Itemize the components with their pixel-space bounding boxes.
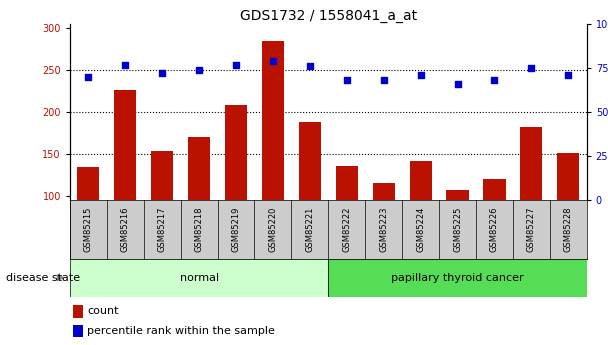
Point xyxy=(342,78,351,83)
Bar xyxy=(151,151,173,200)
Text: GSM85225: GSM85225 xyxy=(453,207,462,252)
Text: GSM85227: GSM85227 xyxy=(527,207,536,252)
Text: GSM85221: GSM85221 xyxy=(305,207,314,252)
Point xyxy=(416,72,426,78)
Bar xyxy=(262,41,284,200)
Text: GSM85217: GSM85217 xyxy=(157,207,167,252)
Point xyxy=(527,66,536,71)
Title: GDS1732 / 1558041_a_at: GDS1732 / 1558041_a_at xyxy=(240,9,417,23)
Text: papillary thyroid cancer: papillary thyroid cancer xyxy=(391,273,524,283)
Point xyxy=(452,81,462,87)
Bar xyxy=(557,153,579,200)
Point xyxy=(489,78,499,83)
Text: percentile rank within the sample: percentile rank within the sample xyxy=(87,326,275,336)
Text: GSM85226: GSM85226 xyxy=(490,207,499,252)
Text: GSM85223: GSM85223 xyxy=(379,207,388,252)
Bar xyxy=(188,137,210,200)
Point xyxy=(231,62,241,67)
Text: disease state: disease state xyxy=(6,273,80,283)
Bar xyxy=(225,106,247,200)
Bar xyxy=(446,190,469,200)
Text: GSM85215: GSM85215 xyxy=(84,207,93,252)
Bar xyxy=(410,161,432,200)
Bar xyxy=(520,127,542,200)
Bar xyxy=(73,305,83,317)
Bar xyxy=(328,259,587,297)
Bar xyxy=(77,167,100,200)
Text: GSM85216: GSM85216 xyxy=(121,207,130,252)
Text: count: count xyxy=(87,306,119,316)
Bar xyxy=(114,90,136,200)
Bar xyxy=(483,179,505,200)
Text: GSM85222: GSM85222 xyxy=(342,207,351,252)
Point xyxy=(564,72,573,78)
Text: normal: normal xyxy=(179,273,219,283)
Text: GSM85219: GSM85219 xyxy=(232,207,241,252)
Point xyxy=(83,74,93,80)
Text: GSM85228: GSM85228 xyxy=(564,207,573,252)
Point xyxy=(195,67,204,73)
Bar xyxy=(70,259,328,297)
Bar xyxy=(336,166,358,200)
Bar xyxy=(299,122,321,200)
Point xyxy=(379,78,389,83)
Point xyxy=(305,63,315,69)
Point xyxy=(120,62,130,67)
Text: GSM85220: GSM85220 xyxy=(269,207,277,252)
Bar xyxy=(373,183,395,200)
Point xyxy=(268,58,278,64)
Bar xyxy=(73,325,83,337)
Text: GSM85224: GSM85224 xyxy=(416,207,425,252)
Text: GSM85218: GSM85218 xyxy=(195,207,204,252)
Point xyxy=(157,71,167,76)
